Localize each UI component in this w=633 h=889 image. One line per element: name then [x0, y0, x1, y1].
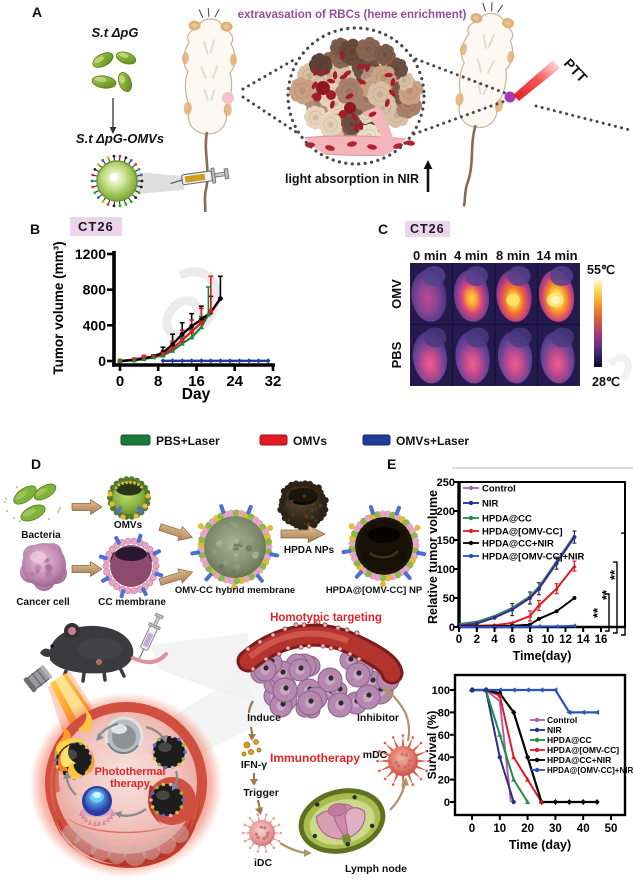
svg-text:12: 12	[559, 634, 572, 646]
svg-text:0: 0	[449, 622, 455, 634]
svg-text:0: 0	[98, 353, 106, 369]
svg-text:Inhibitor: Inhibitor	[357, 712, 399, 724]
svg-text:HPDA@CC: HPDA@CC	[547, 735, 592, 745]
svg-text:Relative tumor volume: Relative tumor volume	[426, 490, 440, 624]
svg-text:10: 10	[541, 634, 554, 646]
svg-text:OMV: OMV	[389, 279, 404, 309]
svg-text:20: 20	[438, 775, 450, 787]
svg-text:8 min: 8 min	[496, 248, 530, 263]
svg-text:150: 150	[437, 535, 455, 547]
svg-text:800: 800	[83, 282, 107, 298]
svg-text:light absorption in NIR: light absorption in NIR	[285, 172, 419, 186]
svg-text:**: **	[599, 589, 614, 600]
svg-text:40: 40	[438, 752, 450, 764]
svg-text:Control: Control	[482, 484, 516, 495]
svg-text:400: 400	[83, 317, 107, 333]
svg-text:extravasation of RBCs (heme en: extravasation of RBCs (heme enrichment)	[238, 9, 467, 21]
svg-text:OMV-CC hybrid membrane: OMV-CC hybrid membrane	[175, 585, 295, 596]
svg-text:24: 24	[226, 373, 243, 390]
svg-text:Lymph node: Lymph node	[345, 863, 407, 875]
svg-text:OMVs: OMVs	[114, 520, 143, 531]
svg-text:0: 0	[116, 373, 124, 390]
svg-text:mDC: mDC	[363, 749, 388, 761]
svg-text:16: 16	[188, 373, 205, 390]
svg-text:30: 30	[549, 823, 562, 835]
svg-text:14: 14	[577, 634, 590, 646]
svg-text:28℃: 28℃	[592, 375, 620, 389]
svg-text:HPDA@[OMV-CC]: HPDA@[OMV-CC]	[482, 527, 563, 538]
svg-text:Bacteria: Bacteria	[21, 530, 61, 541]
svg-text:IFN-γ: IFN-γ	[241, 759, 267, 771]
svg-text:4: 4	[491, 634, 498, 646]
svg-text:Trigger: Trigger	[243, 787, 279, 799]
svg-text:0: 0	[444, 797, 450, 809]
svg-text:HPDA@CC+NIR: HPDA@CC+NIR	[482, 539, 554, 550]
svg-text:PTT: PTT	[561, 55, 591, 86]
svg-text:NIR: NIR	[482, 499, 499, 510]
svg-text:Survival (%): Survival (%)	[425, 711, 439, 780]
svg-text:8: 8	[527, 634, 534, 646]
svg-text:Tumor volume (mm³): Tumor volume (mm³)	[51, 241, 66, 374]
svg-text:PBS: PBS	[389, 341, 404, 368]
svg-text:HPDA@[OMV-CC]: HPDA@[OMV-CC]	[547, 745, 619, 755]
svg-text:CC membrane: CC membrane	[98, 597, 166, 608]
svg-text:250: 250	[437, 477, 455, 489]
svg-text:OMVs+Laser: OMVs+Laser	[396, 434, 469, 448]
svg-text:4 min: 4 min	[454, 248, 488, 263]
svg-text:Cancer cell: Cancer cell	[16, 597, 70, 608]
svg-text:50: 50	[605, 823, 618, 835]
svg-text:HPDA@[OMV-CC]+NIR: HPDA@[OMV-CC]+NIR	[547, 766, 633, 775]
svg-text:Photothermal: Photothermal	[95, 766, 166, 778]
svg-text:0: 0	[469, 823, 475, 835]
svg-text:100: 100	[432, 685, 450, 697]
svg-text:14 min: 14 min	[536, 248, 577, 263]
svg-text:Homotypic targeting: Homotypic targeting	[270, 612, 382, 624]
svg-text:1200: 1200	[75, 246, 106, 262]
svg-text:HPDA@CC: HPDA@CC	[482, 514, 532, 525]
svg-text:80: 80	[438, 707, 450, 719]
svg-text:S.t ΔpG: S.t ΔpG	[91, 25, 138, 40]
svg-text:32: 32	[265, 373, 282, 390]
svg-text:200: 200	[437, 506, 455, 518]
svg-text:Control: Control	[547, 715, 577, 725]
svg-text:NIR: NIR	[547, 725, 562, 735]
svg-text:S.t ΔpG-OMVs: S.t ΔpG-OMVs	[76, 131, 164, 146]
svg-text:**: **	[607, 569, 622, 580]
svg-text:Induce: Induce	[247, 712, 281, 724]
svg-text:40: 40	[577, 823, 590, 835]
svg-text:10: 10	[493, 823, 506, 835]
svg-text:2: 2	[474, 634, 480, 646]
svg-text:HPDA NPs: HPDA NPs	[284, 545, 335, 556]
svg-text:Time(day): Time(day)	[513, 649, 572, 663]
svg-text:OMVs: OMVs	[293, 434, 327, 448]
svg-text:16: 16	[595, 634, 608, 646]
svg-text:Time (day): Time (day)	[509, 838, 571, 852]
svg-text:100: 100	[437, 564, 455, 576]
svg-text:iDC: iDC	[254, 857, 273, 869]
svg-text:6: 6	[509, 634, 515, 646]
svg-text:60: 60	[438, 730, 450, 742]
svg-text:therapy: therapy	[110, 778, 151, 790]
svg-text:55℃: 55℃	[587, 263, 615, 277]
svg-text:8: 8	[154, 373, 162, 390]
svg-text:HPDA@[OMV-CC]+NIR: HPDA@[OMV-CC]+NIR	[482, 552, 585, 563]
svg-text:0: 0	[456, 634, 462, 646]
svg-text:HPDA@[OMV-CC] NP: HPDA@[OMV-CC] NP	[326, 585, 423, 596]
svg-text:0 min: 0 min	[413, 248, 447, 263]
svg-text:Day: Day	[182, 386, 211, 403]
svg-text:Immunotherapy: Immunotherapy	[270, 751, 360, 765]
svg-text:HPDA@CC+NIR: HPDA@CC+NIR	[547, 755, 611, 765]
svg-text:PBS+Laser: PBS+Laser	[156, 434, 220, 448]
svg-text:**: **	[590, 607, 605, 618]
svg-text:50: 50	[443, 593, 455, 605]
svg-text:20: 20	[521, 823, 534, 835]
